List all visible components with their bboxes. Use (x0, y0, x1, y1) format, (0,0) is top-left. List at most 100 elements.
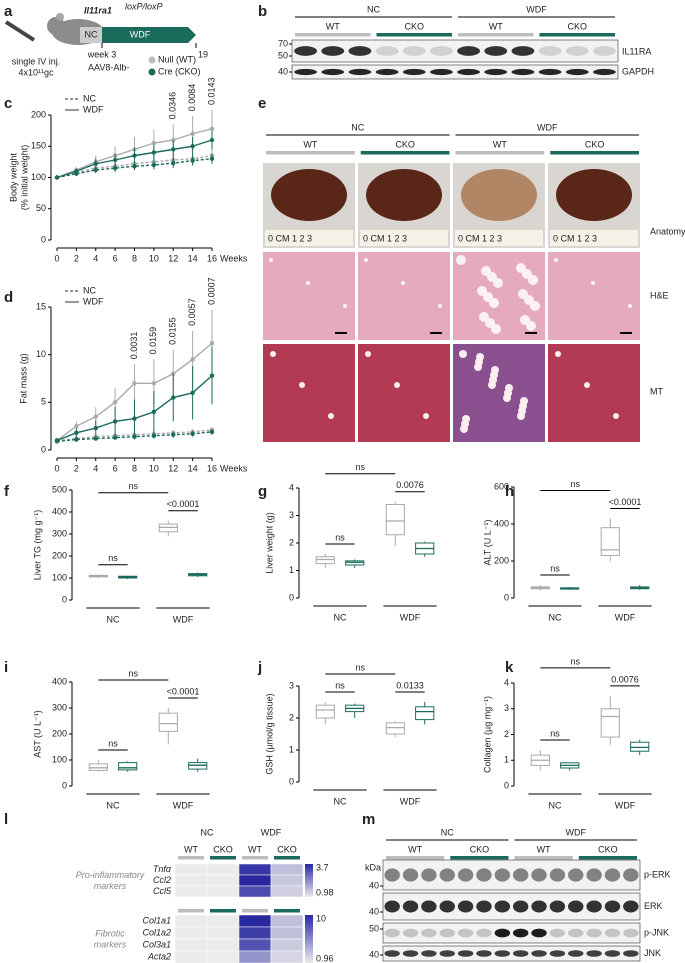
band (568, 868, 584, 882)
p-value: 0.0057 (187, 298, 197, 326)
diet-start: NC (85, 29, 98, 39)
data-point (209, 137, 215, 143)
panel-label: f (4, 483, 10, 500)
box (118, 762, 138, 771)
band (565, 68, 589, 76)
y-axis-label: GSH (µmol/g tissue) (264, 693, 274, 774)
x-tick-label: 4 (93, 253, 98, 263)
data-point (190, 144, 195, 149)
vacuole (306, 281, 310, 285)
band (457, 928, 474, 938)
y-tick-label: 3 (289, 510, 294, 520)
significance-label: ns (356, 462, 366, 472)
band (421, 868, 437, 882)
subgroup-label: WT (489, 21, 503, 31)
data-point (171, 432, 176, 437)
data-point (209, 429, 215, 435)
y-tick-label: 0 (62, 594, 67, 604)
heatmap-cell (270, 874, 304, 887)
x-tick-label: WDF (400, 796, 421, 806)
diet: WDF (130, 29, 151, 39)
x-tick-label: 12 (168, 253, 178, 263)
band (402, 928, 419, 938)
group-label: WDF (526, 4, 547, 14)
band (512, 900, 529, 913)
row-label: Col1a2 (142, 927, 171, 937)
band (457, 950, 474, 957)
box (345, 560, 365, 566)
band (531, 928, 547, 938)
y-tick-label: 500 (52, 484, 67, 494)
heatmap-cell (206, 950, 240, 963)
y-tick-label: 0 (504, 780, 509, 790)
liver (461, 169, 537, 221)
construct-swatch (148, 68, 156, 76)
genotype-bar (550, 151, 639, 155)
band (384, 900, 400, 913)
band (384, 868, 400, 882)
protein-label: IL11RA (622, 46, 651, 56)
band (294, 68, 317, 76)
ruler-label: 0 CM 1 2 3 (268, 233, 312, 243)
kda-marker: 50 (278, 50, 288, 60)
vacuole (520, 315, 530, 325)
group-label: NC (351, 122, 364, 132)
heatmap-cell (206, 874, 240, 887)
x-tick-label: 8 (132, 463, 137, 473)
band (604, 868, 621, 882)
data-point (190, 357, 195, 362)
y-tick-label: 200 (52, 728, 67, 738)
construct: Cre (CKO) (158, 66, 201, 76)
band (604, 900, 621, 913)
data-point (54, 438, 60, 443)
band (538, 46, 562, 56)
x-axis-label: Weeks (220, 253, 248, 263)
band (484, 68, 508, 76)
band (623, 950, 639, 957)
vacuole (628, 304, 632, 308)
group-label: NC (441, 827, 454, 837)
lumen (476, 353, 484, 361)
data-point (171, 147, 176, 152)
y-tick-label: 3 (289, 680, 294, 690)
band (457, 868, 474, 882)
x-tick-label: 0 (54, 463, 59, 473)
group-label: WDF (537, 122, 558, 132)
significance-label: ns (129, 481, 139, 491)
subgroup-label: WT (408, 844, 422, 854)
legend-label: NC (83, 285, 96, 295)
ruler (455, 230, 543, 246)
data-point (112, 165, 118, 171)
y-tick-label: 150 (31, 141, 46, 151)
data-point (112, 400, 118, 405)
data-point (132, 164, 137, 169)
series-line (56, 154, 213, 179)
heatmap-cell (174, 938, 208, 952)
heatmap-cell (174, 874, 208, 887)
band (457, 46, 480, 56)
genotype-bar (242, 909, 268, 913)
y-axis-label: Liver weight (g) (264, 512, 274, 574)
y-tick-label: 4 (504, 677, 509, 687)
band (375, 68, 399, 76)
vacuole (479, 312, 489, 322)
y-tick-label: 0 (62, 780, 67, 790)
significance-label: ns (550, 728, 560, 738)
data-point (74, 423, 79, 429)
colorbar-label: 3.7 (316, 862, 329, 872)
band (321, 46, 345, 56)
y-tick-label: 0 (41, 234, 46, 244)
band (593, 68, 616, 76)
kda-marker: 40 (278, 66, 288, 76)
band (512, 950, 529, 957)
y-tick-label: 0 (504, 592, 509, 602)
y-tick-label: 400 (52, 506, 67, 516)
kda-marker: 40 (369, 906, 379, 916)
genotype-bar (514, 856, 573, 860)
panel-label: e (258, 95, 266, 112)
vector: AAV8-Alb- (88, 62, 129, 72)
y-tick-label: 300 (52, 702, 67, 712)
genotype-bar (360, 151, 450, 155)
y-axis-label: (% initial weight) (19, 145, 29, 211)
group-label: Fibrotic (95, 928, 125, 938)
